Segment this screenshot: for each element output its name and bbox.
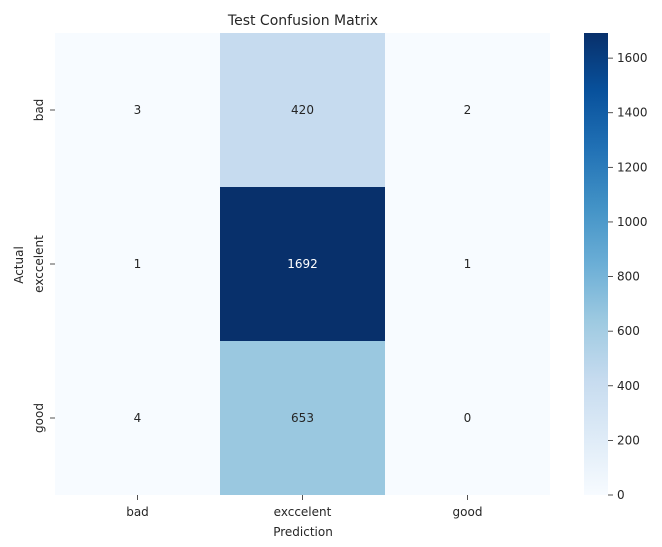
cell-value-label: 653 <box>291 411 314 425</box>
y-tick-label: bad <box>32 99 46 122</box>
colorbar-ticks: 0 200 400 600 800 1000 1200 1400 1600 <box>608 51 648 502</box>
cell-value-label: 420 <box>291 103 314 117</box>
heatmap-cell <box>220 33 385 187</box>
cell-value-label: 3 <box>134 103 142 117</box>
cell-value-label: 4 <box>134 411 142 425</box>
x-tick-label: exccelent <box>274 505 332 519</box>
colorbar-tick-label: 600 <box>617 324 640 338</box>
y-tick-label: exccelent <box>32 235 46 293</box>
y-tick-label: good <box>32 403 46 433</box>
colorbar-tick-label: 400 <box>617 379 640 393</box>
heatmap-cell <box>385 33 550 187</box>
x-axis-ticks: bad exccelent good <box>126 495 482 519</box>
heatmap-cell <box>385 187 550 341</box>
y-axis-ticks: bad exccelent good <box>32 99 55 433</box>
colorbar-tick-label: 1400 <box>617 106 648 120</box>
colorbar-tick-label: 800 <box>617 270 640 284</box>
chart-title: Test Confusion Matrix <box>227 13 378 29</box>
heatmap-cell <box>55 33 220 187</box>
heatmap-cell <box>55 341 220 495</box>
colorbar-tick-label: 0 <box>617 488 625 502</box>
heatmap-cells: 3 420 2 1 1692 1 4 653 0 <box>55 33 550 495</box>
heatmap-cell <box>220 187 385 341</box>
cell-value-label: 1 <box>134 257 142 271</box>
cell-value-label: 1 <box>464 257 472 271</box>
x-tick-label: good <box>453 505 483 519</box>
heatmap-cell <box>55 187 220 341</box>
heatmap-cell <box>220 341 385 495</box>
cell-value-label: 0 <box>464 411 472 425</box>
x-tick-label: bad <box>126 505 149 519</box>
y-axis-label: Actual <box>12 246 26 284</box>
cell-value-label: 1692 <box>287 257 318 271</box>
colorbar-tick-label: 200 <box>617 433 640 447</box>
colorbar-tick-label: 1200 <box>617 160 648 174</box>
cell-value-label: 2 <box>464 103 472 117</box>
colorbar <box>584 33 608 495</box>
colorbar-tick-label: 1000 <box>617 215 648 229</box>
x-axis-label: Prediction <box>273 525 333 539</box>
colorbar-tick-label: 1600 <box>617 51 648 65</box>
heatmap-cell <box>385 341 550 495</box>
